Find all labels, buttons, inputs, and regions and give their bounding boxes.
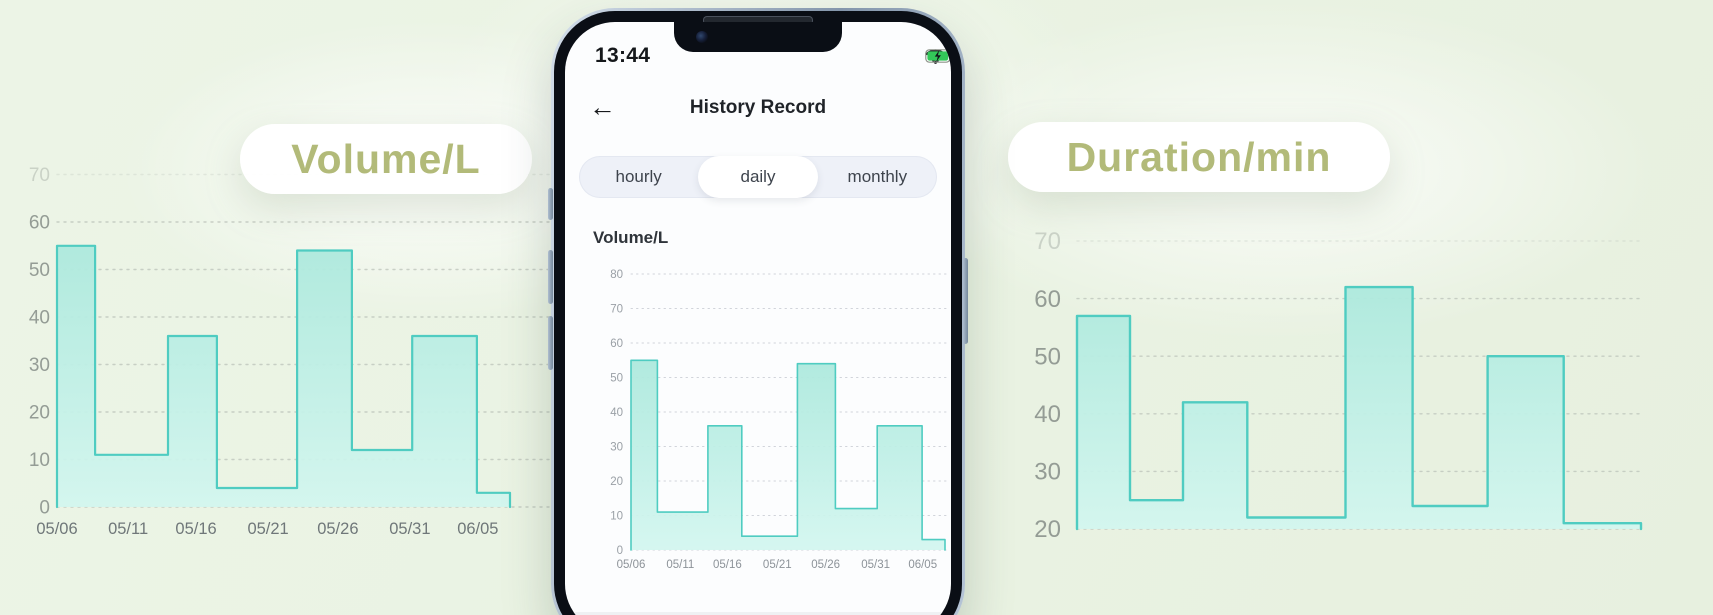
svg-text:05/11: 05/11	[108, 520, 148, 538]
svg-text:40: 40	[1034, 401, 1061, 428]
svg-text:50: 50	[29, 260, 50, 281]
svg-text:60: 60	[610, 338, 623, 350]
svg-text:70: 70	[610, 303, 623, 315]
svg-text:20: 20	[29, 402, 50, 423]
svg-text:50: 50	[610, 372, 623, 384]
svg-text:05/11: 05/11	[666, 559, 694, 571]
svg-text:10: 10	[29, 450, 50, 471]
tab-hourly[interactable]: hourly	[615, 167, 662, 186]
svg-text:60: 60	[29, 212, 50, 233]
notch	[674, 22, 842, 52]
svg-text:40: 40	[610, 407, 623, 419]
phone-mockup: 13:44	[548, 8, 968, 615]
nav-bar: ← History Record	[565, 90, 951, 128]
svg-text:05/26: 05/26	[811, 559, 840, 571]
svg-text:40: 40	[29, 307, 50, 328]
battery-charging-icon	[925, 49, 951, 63]
svg-text:80: 80	[610, 269, 623, 281]
status-time: 13:44	[595, 44, 651, 67]
screen-bottom-strip	[565, 612, 951, 615]
svg-text:20: 20	[1034, 516, 1061, 543]
volume-chart-title-pill: Volume/L	[240, 124, 532, 194]
mute-switch	[548, 188, 553, 220]
power-button	[963, 258, 968, 344]
svg-text:05/06: 05/06	[617, 559, 646, 571]
tab-daily[interactable]: daily	[698, 156, 818, 198]
svg-text:05/31: 05/31	[389, 520, 430, 538]
phone-screen: 13:44	[565, 22, 951, 615]
svg-text:30: 30	[29, 355, 50, 376]
period-tab-bar: hourly daily monthly	[579, 156, 937, 198]
svg-text:05/16: 05/16	[713, 559, 742, 571]
svg-text:20: 20	[610, 476, 623, 488]
svg-text:70: 70	[1034, 228, 1061, 255]
svg-text:05/26: 05/26	[317, 520, 358, 538]
phone-frame: 13:44	[554, 11, 962, 615]
svg-text:70: 70	[29, 165, 50, 186]
volume-chart-title: Volume/L	[291, 135, 481, 182]
svg-text:05/21: 05/21	[763, 559, 792, 571]
volume-down-button	[548, 316, 553, 370]
svg-text:60: 60	[1034, 286, 1061, 313]
tab-monthly[interactable]: monthly	[847, 167, 908, 186]
svg-text:05/21: 05/21	[247, 520, 288, 538]
front-camera-icon	[696, 31, 708, 43]
back-arrow-icon[interactable]: ←	[589, 92, 616, 122]
duration-step-chart-large: 20 30 40 50 60 70	[1034, 228, 1643, 543]
svg-text:06/05: 06/05	[457, 520, 498, 538]
duration-chart-title-pill: Duration/min	[1008, 122, 1390, 192]
svg-text:06/05: 06/05	[908, 559, 937, 571]
volume-step-chart-phone: 0 10 20 30 40 50 60 70 80 05/06 05/11 05/16 05/21 05/…	[610, 269, 948, 571]
svg-text:05/06: 05/06	[36, 520, 77, 538]
svg-text:30: 30	[610, 441, 623, 453]
duration-chart-title: Duration/min	[1066, 133, 1332, 180]
volume-step-chart-large: 0 10 20 30 40 50 60 70 05/06 05/11 05/16 05/21 05/26…	[29, 165, 556, 538]
svg-text:30: 30	[1034, 459, 1061, 486]
svg-text:05/16: 05/16	[175, 520, 216, 538]
svg-text:50: 50	[1034, 343, 1061, 370]
chart-heading: Volume/L	[593, 228, 669, 247]
svg-text:0: 0	[617, 545, 623, 557]
svg-text:10: 10	[610, 510, 623, 522]
volume-up-button	[548, 250, 553, 304]
svg-text:0: 0	[39, 497, 50, 518]
status-bar: 13:44	[565, 22, 951, 74]
svg-text:05/31: 05/31	[861, 559, 890, 571]
page-title: History Record	[689, 97, 827, 118]
